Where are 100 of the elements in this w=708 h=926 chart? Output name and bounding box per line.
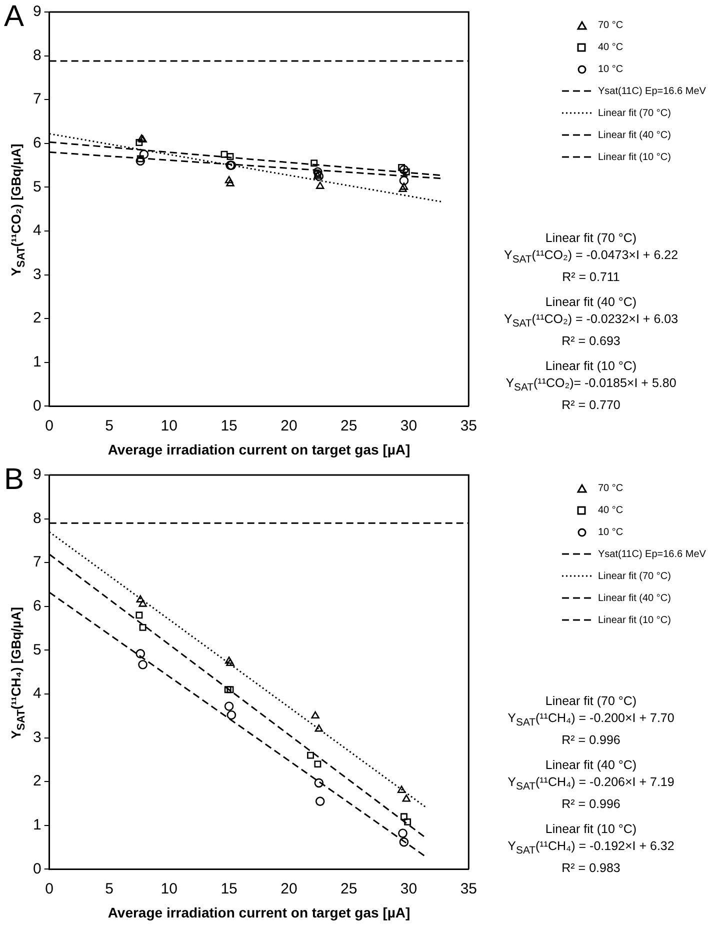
point <box>224 686 232 694</box>
point <box>399 176 409 186</box>
point <box>399 165 409 174</box>
y-tick-label: 7 <box>33 554 42 571</box>
y-tick-label: 8 <box>33 46 42 64</box>
y-tick-label: 5 <box>33 178 42 196</box>
x-tick-label: 25 <box>340 880 358 898</box>
point <box>399 837 409 847</box>
x-tick-label: 15 <box>220 880 238 898</box>
point <box>397 786 406 794</box>
point <box>138 660 148 670</box>
x-axis-title: Average irradiation current on target gas [µA] <box>108 441 410 458</box>
x-tick-label: 35 <box>460 417 477 434</box>
point <box>310 160 318 167</box>
legend-label: Linear fit (70 °C) <box>598 108 671 118</box>
y-tick-label: 9 <box>33 466 42 484</box>
point <box>307 752 314 759</box>
point <box>138 600 147 607</box>
point <box>398 828 408 838</box>
chart-title: A <box>4 0 24 34</box>
point <box>136 612 143 619</box>
x-tick-label: 25 <box>340 417 358 434</box>
y-tick-label: 3 <box>33 266 42 283</box>
x-tick-label: 30 <box>400 417 418 434</box>
legend-label: 10 °C <box>598 64 624 74</box>
point <box>314 760 322 768</box>
point <box>400 182 408 190</box>
point <box>313 167 322 177</box>
point <box>314 724 324 732</box>
x-tick-label: 10 <box>160 417 178 434</box>
point <box>400 813 408 820</box>
y-tick-label: 8 <box>33 510 42 527</box>
x-tick-label: 0 <box>45 417 54 434</box>
point <box>220 150 228 158</box>
point <box>311 711 320 719</box>
x-axis-title: Average irradiation current on target gas [µA] <box>108 904 410 920</box>
y-tick-label: 6 <box>33 134 42 152</box>
point <box>316 182 324 189</box>
text: Linear fit (40 °C) Y$_{SAT}$(¹¹CH₄) = -0.206×I + 7.19 R² = 0.996 <box>508 758 674 810</box>
point <box>315 796 325 806</box>
y-tick-label: 5 <box>33 641 42 658</box>
x-tick-label: 20 <box>280 880 298 898</box>
y-tick-label: 7 <box>33 90 42 108</box>
x-tick-label: 0 <box>45 880 54 898</box>
y-tick-label: 3 <box>33 728 42 746</box>
point <box>139 150 149 159</box>
point <box>404 818 412 826</box>
y-tick-label: 1 <box>33 816 42 834</box>
point <box>224 656 234 664</box>
point <box>398 164 406 171</box>
point <box>224 702 234 711</box>
x-tick-label: 20 <box>280 417 298 434</box>
x-tick-label: 10 <box>160 880 178 898</box>
point <box>226 686 234 694</box>
x-tick-label: 5 <box>105 417 114 434</box>
point <box>224 176 234 184</box>
point <box>226 153 234 160</box>
y-tick-label: 6 <box>33 598 42 615</box>
x-tick-label: 5 <box>105 880 114 898</box>
y-tick-label: 0 <box>33 860 42 878</box>
legend-label: Linear fit (40 °C) <box>598 130 671 140</box>
point <box>136 156 146 166</box>
point <box>136 649 146 658</box>
text: Linear fit (70 °C) Y$_{SAT}$(¹¹CO₂) = -0.0473×I + 6.22 R² = 0.711 <box>504 231 678 284</box>
chart-title: B <box>4 463 24 497</box>
legend-label: 40 °C <box>598 42 624 52</box>
legend-label: 10 °C <box>598 526 624 538</box>
y-tick-label: 0 <box>33 397 42 414</box>
y-tick-label: 2 <box>33 310 42 327</box>
point <box>398 184 407 192</box>
legend-label: Linear fit (10 °C) <box>598 152 671 162</box>
point <box>402 168 410 176</box>
legend-label: Linear fit (10 °C) <box>598 614 671 626</box>
x-tick-label: 30 <box>400 880 418 898</box>
legend-label: 70 °C <box>598 482 624 494</box>
x-tick-label: 15 <box>220 417 238 434</box>
point <box>226 710 236 720</box>
y-tick-label: 4 <box>33 222 42 240</box>
point <box>402 794 410 802</box>
point <box>136 155 144 162</box>
y-tick-label: 4 <box>33 685 42 702</box>
y-tick-label: 9 <box>33 3 42 20</box>
point <box>136 139 143 146</box>
text: Linear fit (10 °C) Y$_{SAT}$(¹¹CH₄) = -0.192×I + 6.32 R² = 0.983 <box>508 822 674 874</box>
y-tick-label: 1 <box>33 354 42 371</box>
text: Linear fit (10 °C) Y$_{SAT}$(¹¹CO₂)= -0.0185×I + 5.80 R² = 0.770 <box>506 359 676 412</box>
point <box>314 778 324 788</box>
legend-label: Linear fit (40 °C) <box>598 592 671 604</box>
point <box>226 179 234 186</box>
legend-label: 40 °C <box>598 504 624 516</box>
text: Linear fit (40 °C) Y$_{SAT}$(¹¹CO₂) = -0.0232×I + 6.03 R² = 0.693 <box>504 295 678 348</box>
point <box>314 172 324 181</box>
point <box>226 658 234 666</box>
point <box>139 624 146 631</box>
legend-label: Ysat(11C) Ep=16.6 MeV <box>598 86 706 96</box>
legend-label: 70 °C <box>598 20 624 30</box>
x-tick-label: 35 <box>460 880 477 898</box>
text: Linear fit (70 °C) Y$_{SAT}$(¹¹CH₄) = -0.200×I + 7.70 R² = 0.996 <box>508 694 674 746</box>
legend-label: Linear fit (70 °C) <box>598 570 671 582</box>
point <box>136 595 145 602</box>
